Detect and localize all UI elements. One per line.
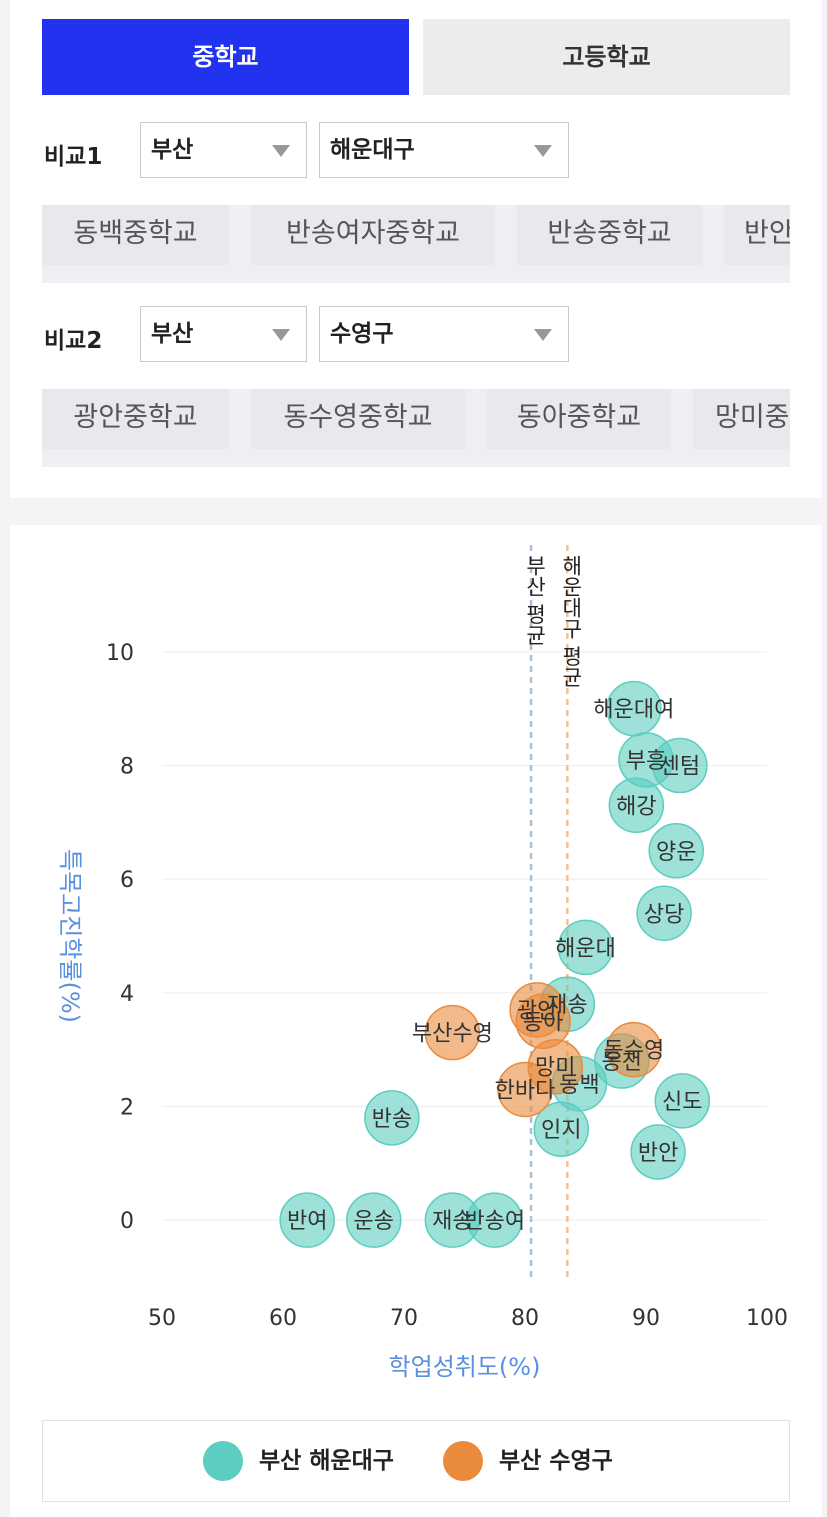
point-label: 반송 <box>372 1107 412 1132</box>
scatter-point <box>648 823 704 879</box>
point-label: 재송 <box>547 993 587 1018</box>
legend-label: 부산 수영구 <box>499 1448 613 1474</box>
point-label: 해운대 <box>555 936 616 961</box>
scatter-point <box>533 1101 590 1157</box>
reference-line-label: 부산 평균 <box>523 555 547 646</box>
point-label: 동백 <box>559 1073 599 1098</box>
school-chip[interactable]: 반안 <box>724 205 790 265</box>
scatter-point <box>608 777 665 834</box>
tab-high-school[interactable]: 고등학교 <box>423 19 790 95</box>
scatter-chart: 0 2 4 6 8 10 50 60 70 80 90 100 학업성취도(%) 특목고진학률(%) 부산 … <box>56 545 788 1381</box>
school-chip[interactable]: 동백중학교 <box>42 205 229 265</box>
school-chip[interactable]: 광안중학교 <box>42 389 229 449</box>
chart-panel: 0 2 4 6 8 10 50 60 70 80 90 100 학업성취도(%) 특목고진학률(%) 부산 … <box>10 525 822 1517</box>
scatter-point <box>654 1073 711 1129</box>
compare2-district-value: 수영구 <box>330 321 394 347</box>
point-label: 상당 <box>644 902 684 927</box>
y-tick-label: 6 <box>120 868 134 893</box>
point-label: 해강 <box>616 794 656 819</box>
y-axis-label: 특목고진학률(%) <box>56 849 84 1023</box>
school-chip[interactable]: 반송여자중학교 <box>251 205 495 265</box>
compare1-district-value: 해운대구 <box>330 137 415 163</box>
point-label: 망미 <box>535 1056 575 1081</box>
point-label: 인지 <box>541 1118 581 1143</box>
school-chip[interactable]: 동아중학교 <box>487 389 671 449</box>
scatter-point <box>630 1124 686 1180</box>
point-label: 양운 <box>656 840 696 865</box>
chevron-down-icon <box>272 145 290 157</box>
legend-label: 부산 해운대구 <box>259 1448 394 1474</box>
compare1-city-value: 부산 <box>151 137 194 163</box>
scatter-point <box>497 1061 553 1118</box>
compare2-label: 비교2 <box>44 328 103 354</box>
compare1-label: 비교1 <box>44 144 103 170</box>
compare2-city-select[interactable]: 부산 <box>140 306 307 362</box>
school-chip[interactable]: 동수영중학교 <box>251 389 465 449</box>
point-label: 신도 <box>662 1090 702 1115</box>
scatter-point <box>279 1192 335 1248</box>
chart-legend: 부산 해운대구 부산 수영구 <box>42 1420 790 1502</box>
compare1-school-list[interactable]: 동백중학교 반송여자중학교 반송중학교 반안 <box>42 205 790 283</box>
scatter-point <box>606 1021 662 1078</box>
scatter-point <box>346 1192 402 1248</box>
y-tick-label: 2 <box>120 1096 134 1121</box>
scatter-point <box>636 885 692 942</box>
point-label: 해운대여 <box>593 698 674 723</box>
y-tick-label: 4 <box>120 982 134 1007</box>
scatter-point <box>424 1004 481 1061</box>
point-label: 반여 <box>287 1209 327 1234</box>
reference-line-label: 해운대구 평균 <box>559 555 583 688</box>
point-label: 운송 <box>354 1209 394 1234</box>
point-label: 센텀 <box>660 755 700 780</box>
tab-middle-school[interactable]: 중학교 <box>42 19 409 95</box>
compare1-city-select[interactable]: 부산 <box>140 122 307 178</box>
point-label: 반안 <box>638 1141 678 1166</box>
scatter-point <box>467 1192 523 1248</box>
point-label: 동수영 <box>604 1039 665 1064</box>
point-label: 광안 <box>517 999 557 1024</box>
point-label: 반송여 <box>464 1209 525 1234</box>
point-label: 부산수영 <box>412 1022 493 1047</box>
scatter-point <box>557 919 614 976</box>
x-tick-label: 70 <box>390 1306 418 1331</box>
point-label: 한바다 <box>495 1078 556 1103</box>
x-tick-label: 80 <box>511 1306 539 1331</box>
chevron-down-icon <box>534 145 552 157</box>
scatter-point <box>652 737 708 794</box>
compare2-school-list[interactable]: 광안중학교 동수영중학교 동아중학교 망미중 <box>42 389 790 467</box>
x-tick-label: 60 <box>269 1306 297 1331</box>
compare1-district-select[interactable]: 해운대구 <box>319 122 569 178</box>
y-tick-label: 10 <box>106 641 134 666</box>
chevron-down-icon <box>534 329 552 341</box>
point-label: 동천 <box>602 1050 642 1075</box>
x-axis-label: 학업성취도(%) <box>389 1353 541 1381</box>
legend-dot <box>203 1441 243 1481</box>
y-tick-label: 8 <box>120 755 134 780</box>
point-label: 재송 <box>432 1209 472 1234</box>
compare2-district-select[interactable]: 수영구 <box>319 306 569 362</box>
school-level-tabs: 중학교 고등학교 <box>42 19 790 95</box>
legend-dot <box>443 1441 483 1481</box>
chevron-down-icon <box>272 329 290 341</box>
compare2-city-value: 부산 <box>151 321 194 347</box>
x-tick-label: 50 <box>148 1306 176 1331</box>
filter-panel: 중학교 고등학교 비교1 부산 해운대구 동백중학교 반송여자중학교 반송중학교… <box>10 0 822 498</box>
school-chip[interactable]: 망미중 <box>693 389 790 449</box>
x-tick-label: 90 <box>632 1306 660 1331</box>
x-tick-label: 100 <box>746 1306 788 1331</box>
school-chip[interactable]: 반송중학교 <box>517 205 702 265</box>
y-tick-label: 0 <box>120 1209 134 1234</box>
point-label: 부흥 <box>626 749 666 774</box>
point-label: 동아 <box>523 1010 563 1035</box>
scatter-point <box>364 1090 420 1146</box>
